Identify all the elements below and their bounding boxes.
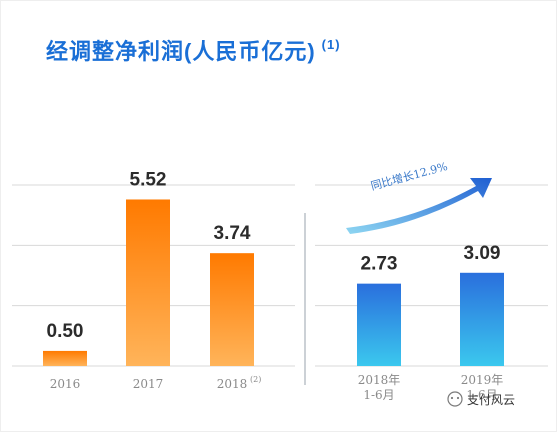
bar <box>43 350 87 366</box>
data-label: 2.73 <box>361 254 398 275</box>
chart-title-text: 经调整净利润(人民币亿元) <box>46 39 316 64</box>
data-label: 3.74 <box>214 223 251 244</box>
wechat-logo-icon-dot <box>456 396 460 400</box>
x-tick-label: 2018年 <box>358 373 401 387</box>
watermark-text: 支付风云 <box>467 393 515 407</box>
x-tick-label: 1-6月 <box>363 388 394 402</box>
wechat-logo-icon-dot <box>450 396 454 400</box>
bar <box>460 272 504 366</box>
bars <box>43 199 504 366</box>
bar <box>126 199 170 366</box>
chart-title: 经调整净利润(人民币亿元) (1) <box>46 34 341 66</box>
x-tick-label: 2019年 <box>461 373 504 387</box>
x-tick-footnote-marker: (2) <box>250 375 261 384</box>
data-label: 3.09 <box>464 243 501 264</box>
data-label: 0.50 <box>47 321 84 342</box>
bar <box>210 253 254 366</box>
x-tick-label: 2018 <box>217 377 248 391</box>
watermark: 支付风云 <box>447 391 515 407</box>
growth-arrow-icon <box>346 178 492 234</box>
title-footnote-marker: (1) <box>321 36 341 52</box>
data-label: 5.52 <box>130 169 167 190</box>
x-tick-label: 2016 <box>50 377 81 391</box>
x-tick-label: 2017 <box>133 377 164 391</box>
x-tick-label: 1-6月 <box>466 388 497 402</box>
growth-annotation: 同比增长12.9% <box>369 159 449 193</box>
bar <box>357 283 401 366</box>
wechat-logo-icon <box>447 391 463 407</box>
